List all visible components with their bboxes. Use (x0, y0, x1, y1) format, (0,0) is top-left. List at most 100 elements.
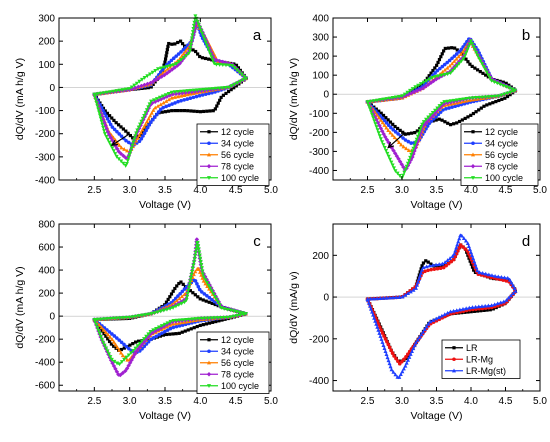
data-point (381, 97, 386, 102)
data-point (94, 322, 99, 327)
data-point (147, 102, 152, 107)
trend-arrow-head (110, 139, 119, 147)
data-point (479, 106, 483, 110)
data-point (106, 337, 110, 341)
data-point (189, 273, 194, 277)
data-point (160, 94, 165, 99)
data-point (449, 259, 454, 264)
data-point (137, 133, 142, 137)
x-tick-label: 2.5 (361, 185, 375, 196)
data-point (493, 273, 498, 278)
data-point (414, 282, 419, 287)
data-point (451, 308, 456, 313)
data-point (171, 321, 176, 326)
data-point (473, 66, 477, 70)
data-point (122, 342, 126, 347)
data-point (511, 89, 516, 94)
data-point (179, 318, 185, 323)
data-point (183, 48, 188, 53)
data-point (402, 357, 406, 362)
data-point (171, 318, 176, 323)
data-point (158, 97, 164, 102)
data-point (421, 329, 426, 334)
legend-marker-square (471, 130, 475, 134)
data-point (475, 68, 480, 72)
data-point (177, 281, 181, 286)
data-point (235, 81, 240, 85)
data-point (115, 129, 119, 134)
legend-marker-square (207, 130, 211, 134)
data-point (200, 56, 205, 60)
data-point (184, 317, 189, 322)
data-point (129, 146, 134, 151)
data-point (214, 86, 219, 91)
data-point (98, 116, 103, 121)
data-point (112, 127, 117, 132)
data-point (455, 48, 459, 52)
y-tick-label: 300 (312, 33, 329, 44)
data-point (148, 337, 153, 342)
data-point (469, 310, 473, 314)
data-point (99, 337, 104, 342)
data-point (415, 337, 420, 342)
data-point (124, 129, 128, 133)
data-point (416, 131, 421, 136)
data-point (167, 93, 173, 98)
data-point (193, 254, 198, 259)
data-point (416, 136, 421, 142)
data-point (460, 118, 464, 122)
data-point (445, 310, 450, 315)
data-point (217, 86, 222, 91)
data-point (482, 308, 486, 312)
data-point (495, 301, 500, 306)
data-point (381, 343, 386, 347)
data-point (191, 263, 196, 268)
data-point (212, 61, 217, 66)
data-point (104, 114, 108, 118)
data-point (379, 111, 383, 115)
data-point (467, 247, 472, 252)
data-point (391, 369, 396, 374)
data-point (413, 286, 418, 290)
data-point (111, 316, 116, 321)
legend-entry: 34 cycle (485, 138, 518, 148)
data-point (207, 49, 212, 54)
data-point (205, 284, 210, 288)
data-point (211, 109, 215, 113)
data-point (228, 315, 233, 320)
data-point (131, 354, 136, 360)
data-point (487, 76, 492, 80)
data-point (418, 270, 423, 275)
data-point (504, 279, 509, 283)
data-point (207, 57, 211, 61)
data-point (138, 130, 143, 135)
data-point (379, 328, 383, 333)
data-point (455, 121, 459, 125)
data-point (166, 297, 170, 302)
data-point (457, 307, 462, 312)
data-point (153, 105, 158, 110)
data-point (179, 109, 183, 113)
data-point (181, 282, 185, 286)
data-point (504, 81, 508, 85)
x-tick-label: 3.5 (158, 396, 172, 407)
data-point (217, 58, 222, 64)
legend-marker-circle (452, 368, 456, 373)
x-axis-label: Voltage (V) (139, 199, 191, 211)
data-point (400, 294, 405, 299)
data-point (124, 355, 129, 360)
data-point (461, 97, 466, 102)
data-point (439, 73, 444, 78)
data-point (440, 261, 445, 266)
data-point (125, 357, 130, 362)
data-point (435, 68, 440, 73)
data-point (115, 345, 120, 350)
data-point (197, 253, 202, 258)
data-point (170, 319, 175, 325)
data-point (424, 264, 429, 269)
data-point (191, 48, 195, 52)
data-point (140, 77, 145, 82)
data-point (219, 315, 224, 320)
data-point (499, 93, 504, 98)
